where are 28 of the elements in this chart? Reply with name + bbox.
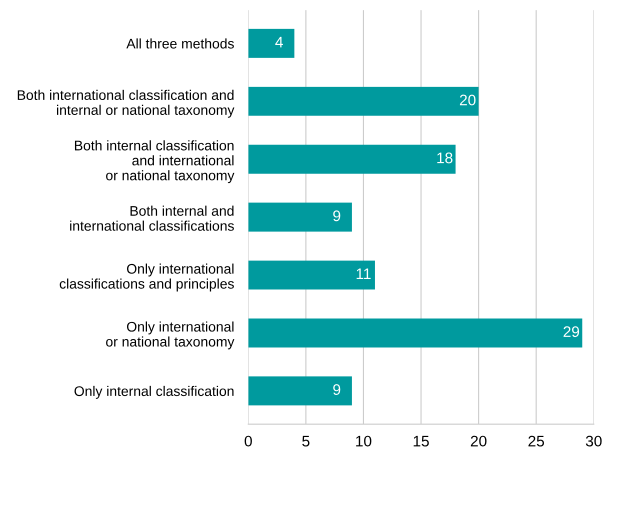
data-label: 18: [437, 152, 452, 164]
bar: [248, 86, 479, 116]
y-tick-label: Both international classification and internal or national taxonomy: [18, 90, 234, 118]
bar: [248, 28, 294, 58]
y-tick-label: Only internal classification: [74, 386, 234, 399]
bar: [248, 376, 352, 406]
bar: [248, 318, 582, 348]
x-tick-label: 10: [356, 436, 372, 447]
data-label: 11: [356, 268, 371, 280]
data-label: 9: [333, 384, 340, 395]
x-tick-label: 25: [528, 436, 544, 447]
bar: [248, 260, 375, 290]
x-tick-label: 30: [586, 436, 602, 447]
x-tick-label: 15: [414, 436, 429, 447]
data-label: 20: [460, 94, 476, 106]
y-tick-label: Only international or national taxonomy: [106, 321, 234, 350]
y-tick-label: Both internal classification and international or national taxonomy: [74, 140, 234, 184]
bar: [248, 144, 456, 174]
data-label: 9: [333, 210, 340, 222]
data-label: 29: [564, 326, 580, 338]
x-tick-label: 5: [302, 436, 310, 447]
bar: [248, 202, 352, 232]
x-tick-label: 20: [470, 436, 487, 447]
y-tick-label: All three methods: [126, 38, 234, 49]
y-tick-label: Both internal and international classifications: [70, 206, 234, 231]
x-tick-label: 0: [244, 436, 252, 447]
y-tick-label: Only international classifications and principles: [60, 264, 234, 292]
data-label: 4: [275, 36, 283, 48]
